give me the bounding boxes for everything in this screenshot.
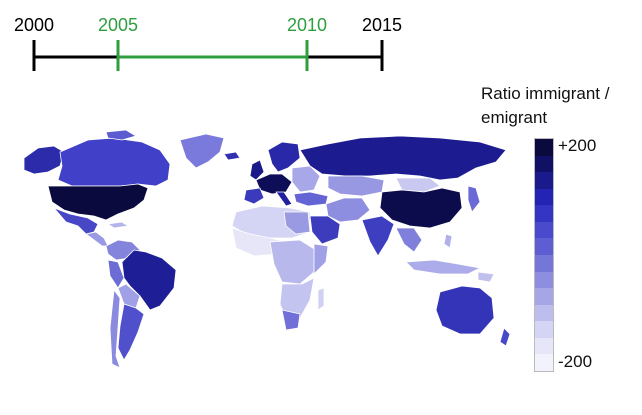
legend-step bbox=[535, 288, 553, 305]
region-western-europe[interactable] bbox=[255, 173, 293, 195]
year-label-2000: 2000 bbox=[14, 15, 54, 35]
region-russia[interactable] bbox=[299, 135, 507, 181]
legend-step bbox=[535, 188, 553, 206]
region-central-america[interactable] bbox=[85, 231, 109, 247]
legend-title: Ratio immigrant / emigrant bbox=[481, 82, 641, 130]
region-mongolia[interactable] bbox=[395, 177, 441, 193]
region-canada[interactable] bbox=[57, 137, 171, 187]
region-iberia[interactable] bbox=[243, 187, 265, 205]
world-choropleth-map[interactable] bbox=[10, 128, 510, 383]
region-alaska[interactable] bbox=[23, 145, 65, 175]
legend-step bbox=[535, 271, 553, 289]
region-caribbean[interactable] bbox=[107, 221, 129, 229]
legend-title-line-1: Ratio immigrant / bbox=[481, 84, 610, 103]
region-italy[interactable] bbox=[275, 191, 293, 207]
region-iceland[interactable] bbox=[223, 151, 241, 161]
region-south-africa[interactable] bbox=[281, 309, 301, 331]
region-greenland[interactable] bbox=[179, 133, 225, 169]
year-label-2015: 2015 bbox=[362, 15, 402, 35]
legend-min-label: -200 bbox=[558, 352, 593, 371]
legend-color-scale bbox=[534, 138, 554, 372]
legend-max-label: +200 bbox=[558, 136, 597, 155]
region-egypt[interactable] bbox=[283, 211, 311, 235]
region-saudi-arabia[interactable] bbox=[309, 215, 341, 245]
legend-step bbox=[535, 254, 553, 272]
region-usa[interactable] bbox=[47, 183, 149, 221]
region-scandinavia[interactable] bbox=[267, 141, 301, 173]
legend-title-line-2: emigrant bbox=[481, 108, 548, 127]
region-japan[interactable] bbox=[467, 185, 481, 213]
year-label-2005: 2005 bbox=[98, 15, 138, 35]
legend-step bbox=[535, 354, 553, 371]
legend-step bbox=[535, 205, 553, 222]
region-argentina[interactable] bbox=[117, 303, 145, 361]
region-east-africa[interactable] bbox=[313, 243, 329, 275]
region-bolivia[interactable] bbox=[117, 283, 141, 309]
region-canada-islands[interactable] bbox=[105, 129, 137, 141]
region-new-zealand[interactable] bbox=[499, 327, 510, 347]
region-philippines[interactable] bbox=[443, 233, 453, 249]
timeline-slider[interactable]: 2000 2005 2010 2015 bbox=[0, 0, 430, 80]
legend-step bbox=[535, 155, 553, 173]
region-brazil[interactable] bbox=[121, 249, 177, 311]
region-turkey[interactable] bbox=[293, 191, 329, 207]
region-kazakhstan[interactable] bbox=[327, 175, 385, 197]
region-madagascar[interactable] bbox=[317, 287, 325, 311]
region-central-africa[interactable] bbox=[269, 239, 317, 285]
region-middle-east[interactable] bbox=[325, 197, 371, 223]
legend-step bbox=[535, 172, 553, 189]
year-label-2010: 2010 bbox=[287, 15, 327, 35]
region-indonesia[interactable] bbox=[405, 259, 481, 275]
region-australia[interactable] bbox=[435, 285, 495, 335]
legend-step bbox=[535, 304, 553, 322]
region-papua[interactable] bbox=[477, 271, 495, 283]
legend-step bbox=[535, 139, 553, 156]
region-southeast-asia[interactable] bbox=[395, 227, 423, 253]
region-india[interactable] bbox=[361, 215, 395, 257]
region-china[interactable] bbox=[379, 187, 463, 229]
legend-step bbox=[535, 321, 553, 338]
region-uk[interactable] bbox=[249, 159, 265, 181]
legend-step bbox=[535, 221, 553, 239]
legend-step bbox=[535, 238, 553, 255]
legend-step bbox=[535, 337, 553, 355]
region-peru[interactable] bbox=[107, 259, 125, 289]
region-chile[interactable] bbox=[109, 289, 121, 369]
region-southern-africa[interactable] bbox=[279, 277, 315, 323]
